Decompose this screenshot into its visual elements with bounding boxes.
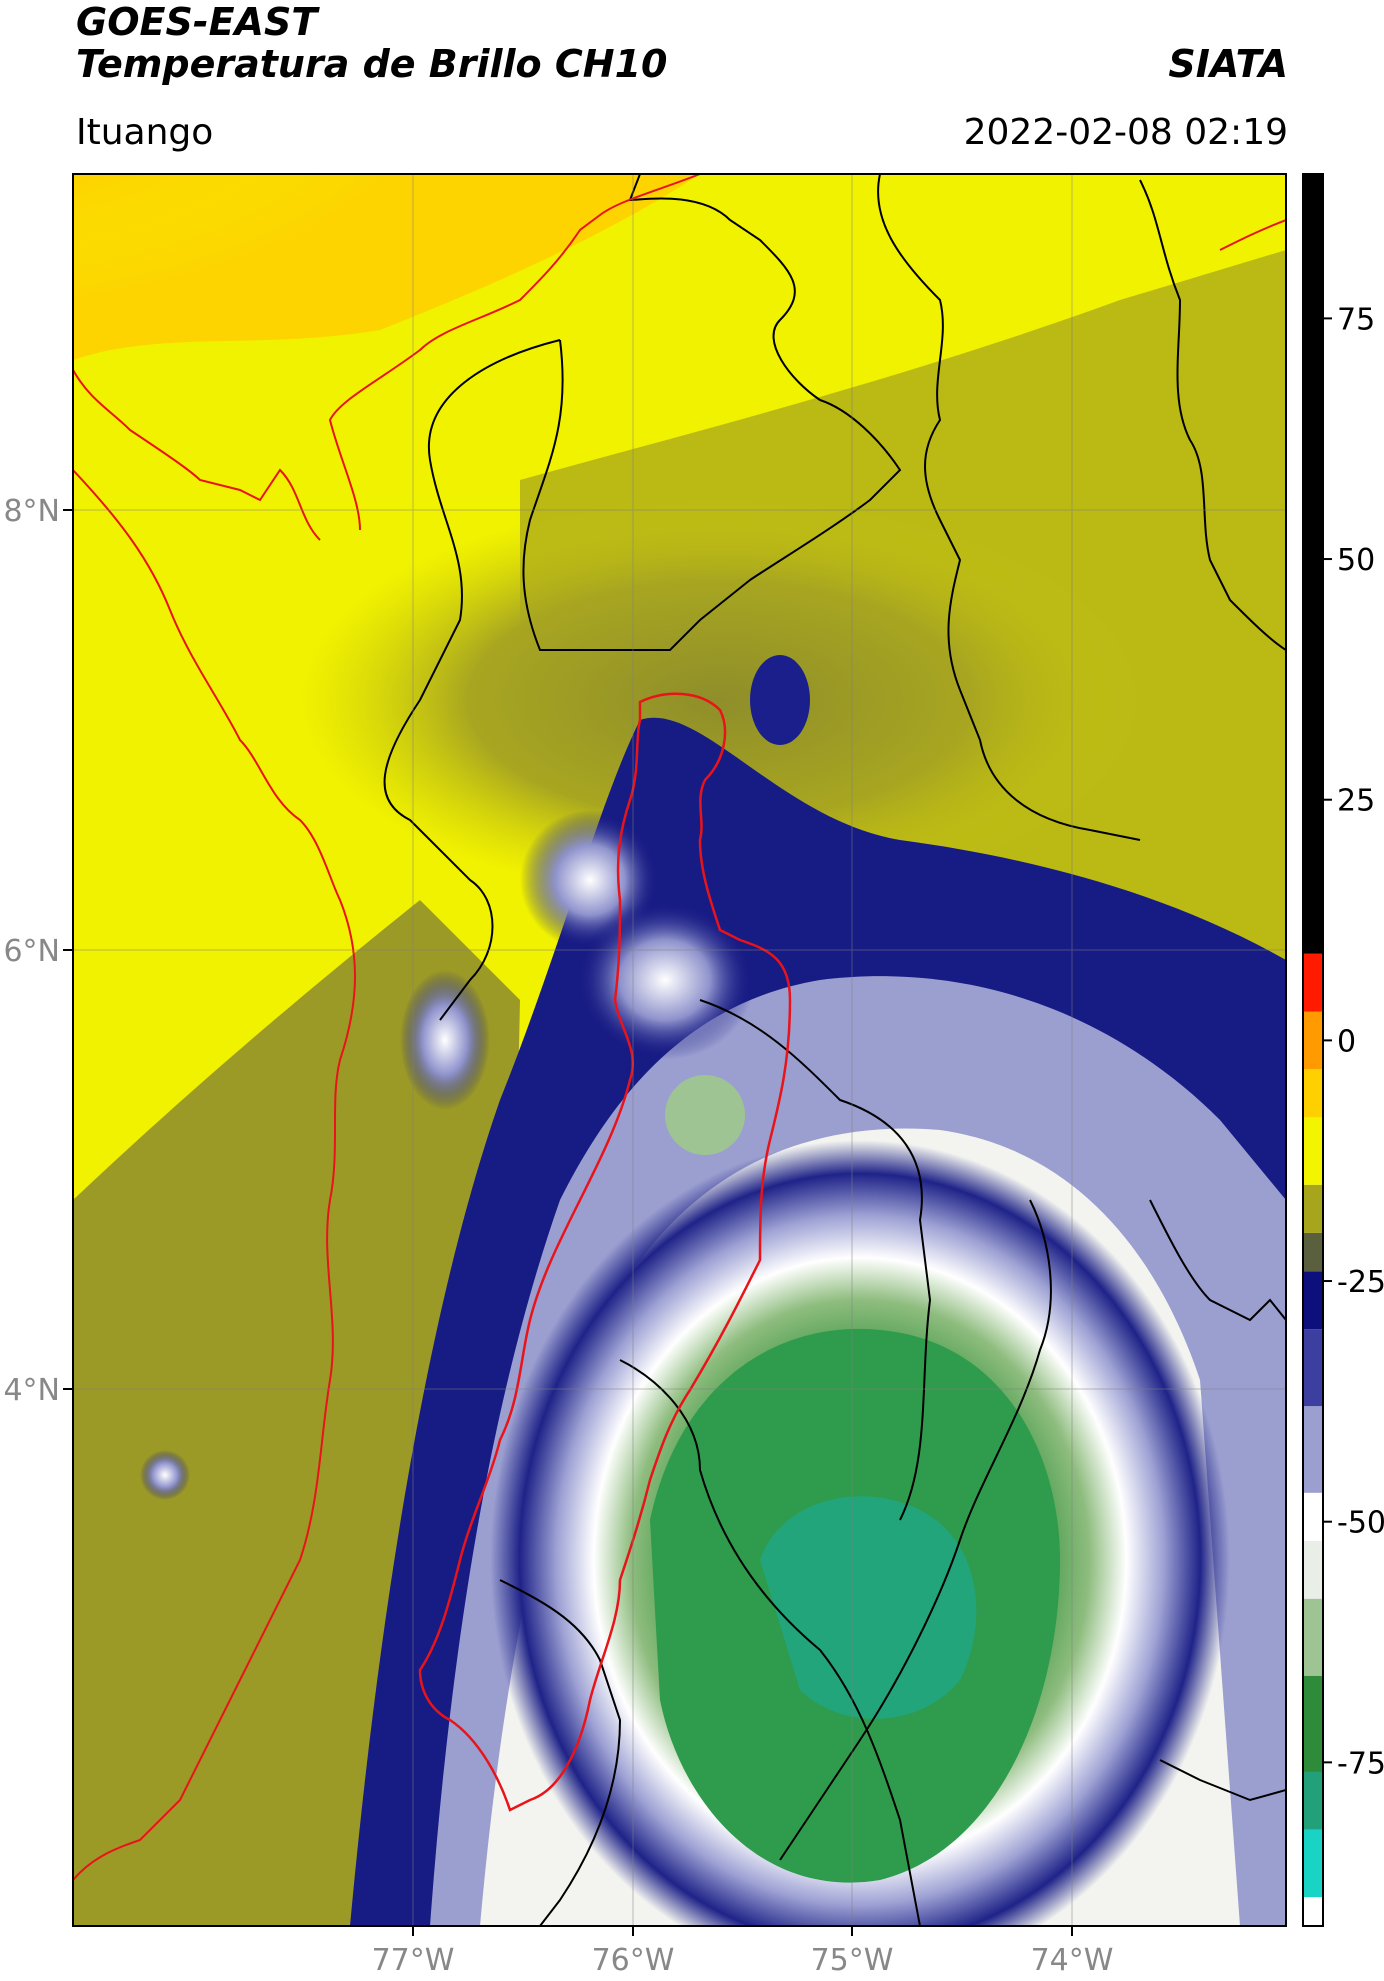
region-label: Ituango <box>76 112 214 153</box>
colorbar-tick-label: -75 <box>1337 1746 1384 1781</box>
lon-label-74w: 74°W <box>1031 1943 1114 1978</box>
colorbar-segment <box>1303 1184 1323 1233</box>
green-patch <box>665 1075 745 1155</box>
lon-ticks <box>412 1926 1073 1936</box>
colorbar-segment <box>1303 174 1323 954</box>
brand-label: SIATA <box>1168 42 1288 86</box>
colorbar-segment <box>1303 1232 1323 1272</box>
colorbar-segment <box>1303 1406 1323 1493</box>
lat-label-8n: 8°N <box>3 494 60 529</box>
timestamp-label: 2022-02-08 02:19 <box>963 112 1288 153</box>
lat-label-6n: 6°N <box>3 934 60 969</box>
region-outline <box>418 692 792 1812</box>
lat-label-4n: 4°N <box>3 1373 60 1408</box>
colorbar-segment <box>1303 1329 1323 1407</box>
colorbar-segment <box>1303 1771 1323 1830</box>
lat-ticks <box>63 509 73 1390</box>
satellite-imagery <box>73 174 1286 1926</box>
colorbar-segment <box>1303 1011 1323 1070</box>
olive-cloud-center <box>300 500 1140 900</box>
department-borders <box>383 174 1286 1926</box>
gridlines <box>73 174 1286 1926</box>
product-title: Temperatura de Brillo CH10 <box>76 42 668 86</box>
colorbar-tick-label: 50 <box>1337 543 1375 578</box>
orange-core <box>73 174 440 310</box>
cold-core-teal <box>760 1496 977 1719</box>
colorbar-segment <box>1303 1117 1323 1185</box>
satellite-title: GOES-EAST <box>76 0 318 44</box>
colorbar-tick-label: 25 <box>1337 784 1375 819</box>
colorbar-segment <box>1303 1492 1323 1541</box>
colorbar-frame <box>1302 173 1324 1927</box>
colorbar-tick-label: 75 <box>1337 302 1375 337</box>
lon-label-76w: 76°W <box>592 1943 675 1978</box>
colorbar-tick-label: 0 <box>1337 1024 1356 1059</box>
colorbar-segment <box>1303 1598 1323 1676</box>
colorbar-segment <box>1303 953 1323 1012</box>
colorbar-tick-label: -25 <box>1337 1265 1384 1300</box>
colorbar-segment <box>1303 1675 1323 1772</box>
colorbar: 75 50 25 0 -25 -50 -75 <box>1302 173 1384 1927</box>
coastline <box>73 174 1286 1881</box>
colorbar-tick-label: -50 <box>1337 1506 1384 1541</box>
colorbar-segment <box>1303 1897 1323 1926</box>
storm-cell-5 <box>140 1450 190 1500</box>
storm-cell-4 <box>750 655 810 745</box>
colorbar-segment <box>1303 1829 1323 1898</box>
lon-label-75w: 75°W <box>811 1943 894 1978</box>
storm-cell-3 <box>575 900 755 1060</box>
lon-label-77w: 77°W <box>372 1943 455 1978</box>
colorbar-segment <box>1303 1540 1323 1599</box>
colorbar-segment <box>1303 1271 1323 1330</box>
map-frame <box>72 173 1287 1927</box>
storm-cell-2 <box>400 970 490 1110</box>
colorbar-segment <box>1303 1069 1323 1118</box>
